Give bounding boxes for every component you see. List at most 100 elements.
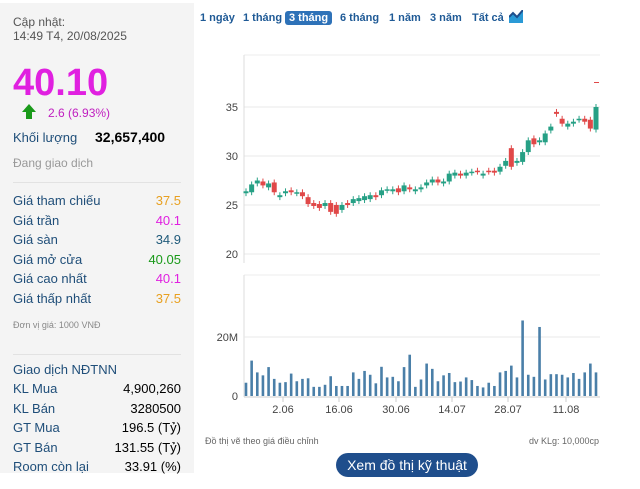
candle: [339, 205, 345, 210]
price-unit: Đơn vị giá: 1000 VNĐ: [13, 320, 101, 330]
candle: [333, 205, 339, 214]
volume-bar: [425, 363, 428, 396]
volume-bar: [391, 376, 395, 396]
foreign-title: Giao dịch NĐTNN: [13, 362, 118, 377]
candle: [514, 160, 520, 163]
candle: [418, 187, 424, 190]
volume-bar: [346, 385, 349, 396]
foreign-row: GT Bán 131.55 (Tỷ): [13, 439, 181, 455]
volume-bar: [577, 378, 581, 396]
x-tick-label: 30.06: [382, 404, 410, 416]
candle: [593, 107, 599, 130]
volume-bar: [368, 374, 372, 396]
tab-period[interactable]: 6 tháng: [340, 12, 380, 24]
x-tick-label: 16.06: [325, 404, 353, 416]
volume-bar: [301, 378, 304, 396]
area-chart-icon[interactable]: [508, 9, 524, 28]
tab-period[interactable]: 1 ngày: [200, 12, 235, 24]
foreign-row: GT Mua 196.5 (Tỷ): [13, 420, 181, 435]
info-row: Giá trần 40.1: [13, 212, 181, 228]
candle: [249, 184, 255, 193]
volume-bar: [459, 381, 462, 396]
candle: [587, 119, 593, 129]
candle: [508, 148, 514, 167]
x-tick-label: 11.08: [553, 404, 580, 416]
volume-bar: [532, 376, 536, 396]
volume-bar: [402, 367, 406, 396]
tab-period[interactable]: 1 tháng: [243, 12, 283, 24]
tab-period[interactable]: 3 năm: [430, 12, 462, 24]
volume-bar: [385, 377, 389, 396]
candle: [294, 192, 300, 194]
info-row: Giá cao nhất 40.1: [13, 271, 181, 286]
volume-bar: [526, 374, 530, 396]
volume-bar: [487, 382, 491, 396]
volume-bar: [543, 379, 547, 396]
volume-bar: [493, 385, 496, 396]
candle: [548, 126, 554, 131]
candle: [283, 191, 289, 194]
candle: [407, 187, 413, 190]
candle: [367, 195, 373, 200]
info-row: Giá tham chiếu 37.5: [13, 193, 181, 208]
foreign-row: KL Mua 4,900,260: [13, 381, 181, 396]
volume-bar: [521, 320, 524, 396]
volume-bar: [414, 386, 417, 396]
volume-bar: [476, 385, 479, 396]
volume-bar: [312, 386, 316, 396]
candle: [328, 203, 334, 212]
volume-bar: [566, 377, 570, 396]
volume-bar: [447, 372, 451, 396]
volume-bar: [549, 374, 553, 396]
candle: [542, 133, 548, 143]
volume-bar: [261, 375, 265, 396]
volume-bar: [583, 372, 587, 396]
candle: [531, 138, 537, 145]
candle: [243, 191, 249, 194]
volume-bar: [278, 382, 282, 396]
volume-bar: [289, 373, 293, 396]
volume-bar: [510, 365, 513, 396]
volume-bar: [430, 368, 434, 396]
tab-period[interactable]: 3 tháng: [285, 11, 333, 25]
volume-bar: [306, 378, 310, 396]
candle: [537, 140, 543, 143]
volume-label: Khối lượng: [13, 130, 78, 145]
candle: [570, 121, 576, 124]
volume-bar: [284, 382, 287, 396]
candle: [497, 166, 503, 172]
price-tick-label: 20: [226, 249, 238, 261]
info-row: Giá thấp nhất 37.5: [13, 290, 181, 306]
technical-chart-button[interactable]: Xem đồ thị kỹ thuật: [336, 453, 478, 477]
info-row: Giá mở cửa 40.05: [13, 251, 181, 267]
foreign-row: Room còn lại 33.91 (%): [13, 459, 181, 474]
up-arrow-icon: [22, 104, 36, 112]
candle: [486, 170, 492, 173]
tab-period[interactable]: Tất cả: [472, 12, 504, 24]
volume-bar: [589, 363, 592, 396]
volume-bar: [363, 370, 366, 396]
candle: [503, 160, 509, 166]
volume-bar: [295, 381, 299, 396]
tab-period[interactable]: 1 năm: [389, 12, 421, 24]
volume-bar: [374, 383, 378, 396]
volume-bar: [470, 380, 474, 396]
candle: [469, 171, 475, 174]
price-tick-label: 35: [226, 102, 238, 114]
candle: [316, 204, 322, 208]
candle: [576, 118, 582, 121]
candle: [429, 179, 435, 183]
volume-bar: [572, 372, 575, 396]
candle: [491, 170, 497, 173]
candle: [378, 190, 384, 196]
volume-bar: [498, 372, 502, 396]
volume-bar: [357, 378, 361, 396]
candle: [254, 180, 260, 184]
candle: [446, 173, 452, 182]
candle: [299, 192, 305, 197]
x-tick-label: 28.07: [494, 404, 522, 416]
volume-bar: [272, 378, 276, 396]
volume-unit: dv KLg: 10,000cp: [529, 436, 600, 446]
volume-bar: [351, 372, 355, 396]
price-tick-label: 25: [226, 200, 238, 212]
